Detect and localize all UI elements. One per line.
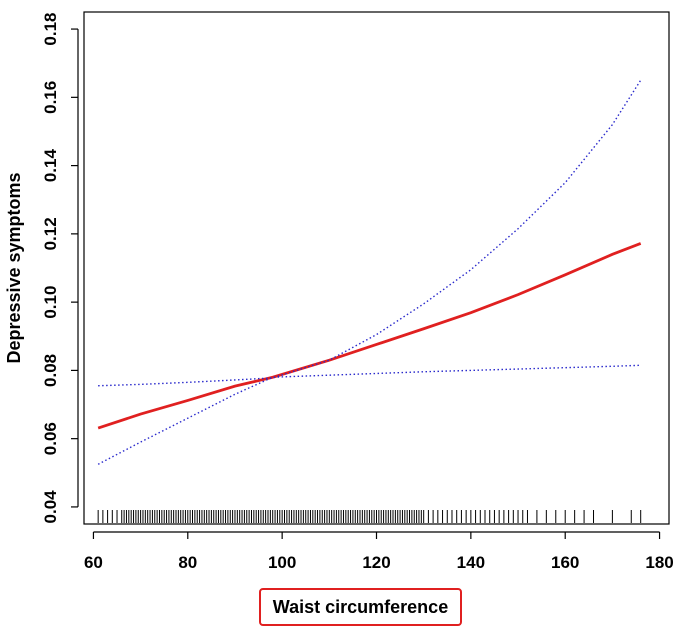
y-axis-title: Depressive symptoms	[4, 172, 24, 363]
y-tick-label: 0.14	[41, 149, 60, 183]
upper-ci-line	[98, 79, 642, 387]
rug-layer	[97, 510, 642, 523]
y-tick-label: 0.06	[41, 422, 60, 455]
y-tick-label: 0.16	[41, 81, 60, 114]
x-tick-label: 180	[645, 553, 673, 572]
y-axis: 0.04 0.06 0.08 0.10 0.12 0.14 0.16 0.18	[41, 13, 79, 524]
chart: 60 80 100 120 140 160 180 0.04 0.06 0.08 0.10 0.12…	[4, 11, 674, 572]
x-tick-label: 80	[178, 553, 197, 572]
x-tick-label: 100	[268, 553, 296, 572]
y-tick-label: 0.18	[41, 13, 60, 46]
y-tick-label: 0.08	[41, 354, 60, 387]
x-tick-label: 60	[84, 553, 103, 572]
y-tick-label: 0.12	[41, 217, 60, 250]
x-axis: 60 80 100 120 140 160 180	[84, 531, 674, 572]
estimate-line	[97, 242, 642, 430]
x-axis-title: Waist circumference	[259, 588, 462, 626]
x-tick-label: 120	[362, 553, 390, 572]
x-tick-label: 160	[551, 553, 579, 572]
x-tick-label: 140	[457, 553, 485, 572]
plot-frame	[83, 11, 670, 525]
lower-ci-line	[97, 364, 641, 465]
series-layer	[97, 79, 642, 465]
y-tick-label: 0.10	[41, 286, 60, 319]
y-tick-label: 0.04	[41, 490, 60, 524]
